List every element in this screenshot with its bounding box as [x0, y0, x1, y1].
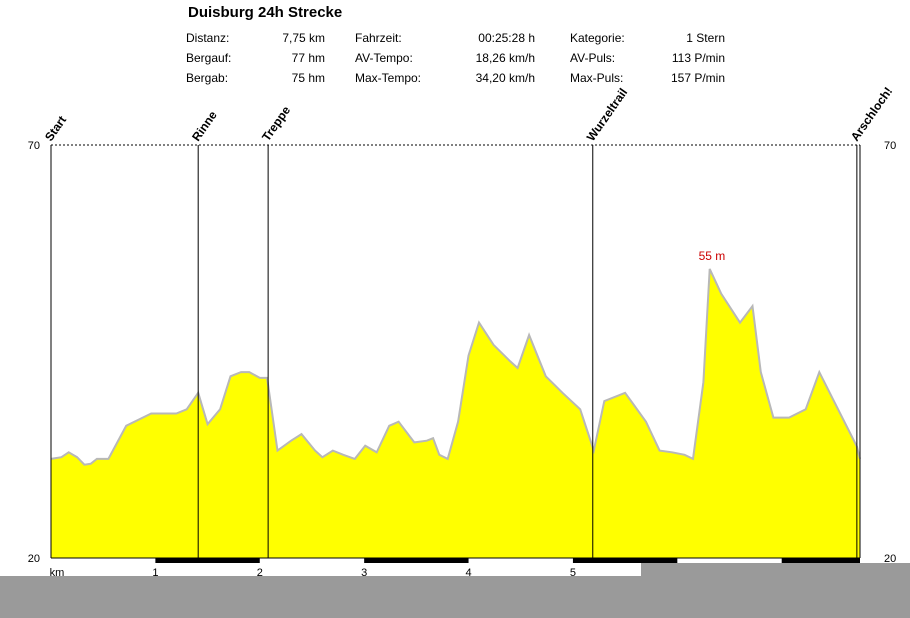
stats-panel: Distanz: 7,75 km Bergauf: 77 hm Bergab: …: [0, 29, 910, 89]
stat-label-ascent: Bergauf:: [186, 51, 232, 65]
km-scale-segment: [155, 558, 260, 563]
stat-label-distance: Distanz:: [186, 31, 230, 45]
bottom-overlay-band: [0, 576, 910, 618]
stat-label-category: Kategorie:: [570, 31, 625, 45]
y-tick-label-bottom-right: 20: [884, 553, 896, 565]
km-scale-segment: [781, 558, 860, 563]
stat-value-category: 1 Stern: [686, 31, 725, 45]
waypoint-label: Rinne: [189, 108, 220, 144]
stat-label-ride-time: Fahrzeit:: [355, 31, 402, 45]
page-title: Duisburg 24h Strecke: [188, 4, 343, 21]
stat-value-avg-pulse: 113 P/min: [671, 51, 725, 65]
stat-value-distance: 7,75 km: [282, 31, 325, 45]
km-scale-segment: [572, 558, 678, 563]
y-tick-label-top-left: 70: [28, 140, 40, 152]
x-tick-label: 3: [361, 567, 367, 579]
x-tick-label: 2: [257, 567, 263, 579]
y-tick-label-bottom-left: 20: [28, 553, 40, 565]
waypoint-label: Wurzeltrail: [584, 86, 631, 144]
stat-label-avg-speed: AV-Tempo:: [355, 51, 413, 65]
waypoint-label: Arschloch!: [848, 84, 895, 143]
stat-value-ride-time: 00:25:28 h: [478, 31, 535, 45]
stat-label-descent: Bergab:: [186, 71, 229, 85]
x-tick-label: 5: [570, 567, 576, 579]
stat-value-descent: 75 hm: [291, 71, 325, 85]
stat-value-max-speed: 34,20 km/h: [475, 71, 535, 85]
stat-label-avg-pulse: AV-Puls:: [570, 51, 616, 65]
stat-label-max-speed: Max-Tempo:: [355, 71, 422, 85]
stat-label-max-pulse: Max-Puls:: [570, 71, 624, 85]
elevation-line: [50, 268, 861, 466]
bottom-overlay-notch: [641, 563, 910, 577]
stat-value-ascent: 77 hm: [291, 51, 325, 65]
y-tick-label-top-right: 70: [884, 140, 896, 152]
km-scale-segment: [364, 558, 469, 563]
x-tick-label: 1: [152, 567, 158, 579]
elevation-area: [51, 268, 860, 558]
stat-value-max-pulse: 157 P/min: [670, 71, 725, 85]
max-elevation-label: 55 m: [699, 249, 726, 263]
waypoint-label: Start: [42, 113, 69, 143]
stat-value-avg-speed: 18,26 km/h: [475, 51, 535, 65]
x-tick-label: 4: [465, 567, 471, 579]
waypoint-label: Treppe: [259, 103, 293, 144]
